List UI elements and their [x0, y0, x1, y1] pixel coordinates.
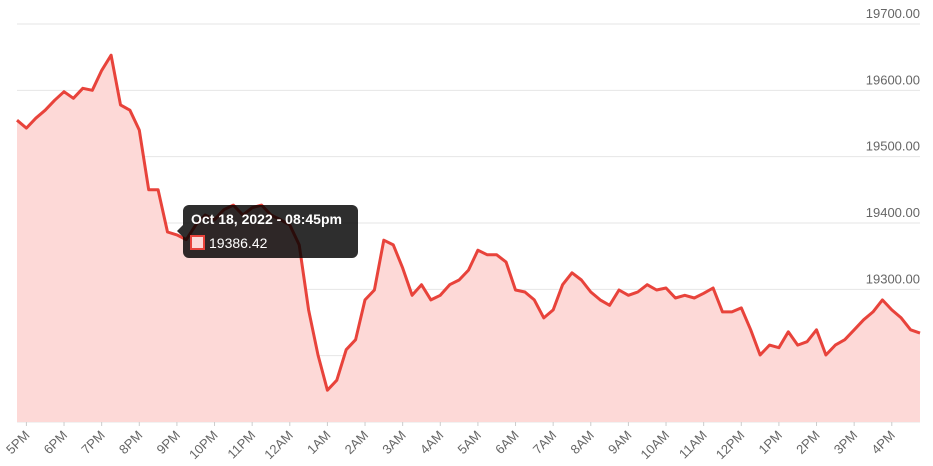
x-tick-label: 11PM	[224, 428, 258, 462]
x-tick-label: 9AM	[605, 428, 635, 458]
x-tick-label: 1AM	[304, 428, 334, 458]
tooltip-value: 19386.42	[209, 235, 268, 251]
x-tick-label: 3AM	[379, 428, 409, 458]
x-tick-label: 7AM	[530, 428, 560, 458]
y-tick-label: 19300.00	[866, 271, 920, 286]
x-tick-label: 1PM	[756, 428, 786, 458]
tooltip-arrow	[177, 225, 183, 237]
y-tick-label: 19400.00	[866, 205, 920, 220]
x-tick-label: 4AM	[417, 428, 447, 458]
tooltip-swatch	[190, 235, 205, 250]
area-fill	[17, 55, 920, 422]
x-tick-label: 8PM	[116, 428, 146, 458]
x-tick-label: 7PM	[78, 428, 108, 458]
y-tick-label: 19600.00	[866, 72, 920, 87]
x-tick-label: 9PM	[154, 428, 184, 458]
x-tick-label: 5AM	[455, 428, 485, 458]
x-tick-label: 5PM	[3, 428, 33, 458]
x-tick-label: 12PM	[713, 428, 748, 463]
x-tick-label: 2PM	[793, 428, 823, 458]
tooltip-box	[183, 205, 358, 258]
x-tick-label: 11AM	[676, 428, 710, 462]
x-tick-label: 6PM	[41, 428, 71, 458]
x-tick-label: 4PM	[868, 428, 898, 458]
tooltip: Oct 18, 2022 - 08:45pm 19386.42	[177, 205, 358, 258]
x-tick-label: 6AM	[492, 428, 522, 458]
x-tick-label: 10AM	[638, 428, 673, 463]
line	[16, 53, 921, 392]
x-tick-label: 8AM	[567, 428, 597, 458]
x-tick-label: 3PM	[831, 428, 861, 458]
tooltip-title: Oct 18, 2022 - 08:45pm	[191, 211, 342, 227]
x-tick-label: 12AM	[261, 428, 296, 463]
y-tick-label: 19700.00	[866, 6, 920, 21]
x-tick-label: 10PM	[186, 428, 221, 463]
y-tick-label: 19500.00	[866, 139, 920, 154]
x-tick-label: 2AM	[342, 428, 372, 458]
